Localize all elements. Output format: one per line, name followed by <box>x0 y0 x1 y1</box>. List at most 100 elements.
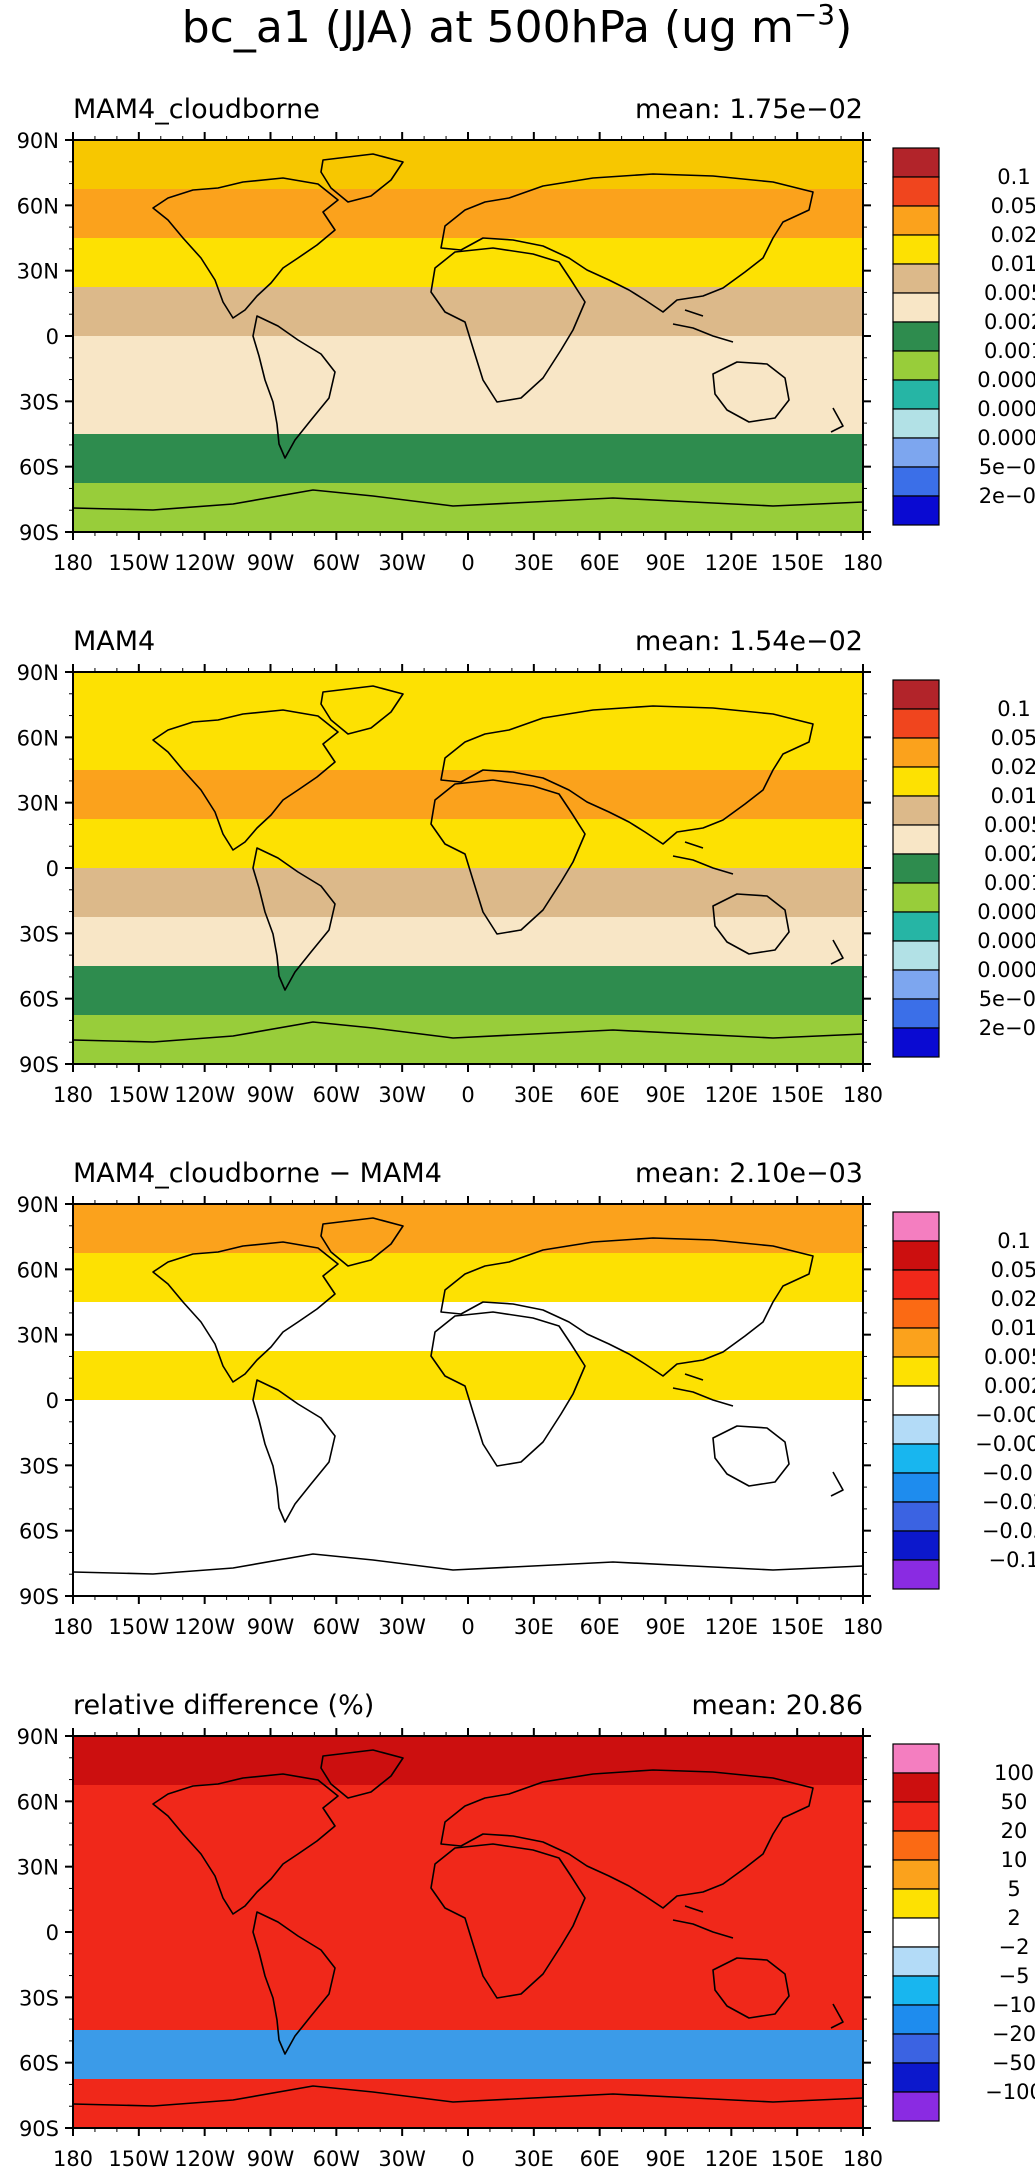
colorbar-swatch <box>892 1530 940 1561</box>
colorbar-legend: 100 50 20 10 5 2 −2 −5 −10 −20 −50 −100 <box>892 1743 1035 2122</box>
colorbar-level-label: −0.002 <box>975 1403 1035 1427</box>
lat-band <box>73 385 863 435</box>
lat-label: 90N <box>17 129 59 153</box>
colorbar-level-label: 0.02 <box>991 223 1035 247</box>
colorbar-swatch <box>892 824 940 855</box>
colorbar-level-label: −0.1 <box>989 1548 1035 1572</box>
colorbar-swatch <box>892 1385 940 1416</box>
panel-label: MAM4_cloudborne <box>73 94 320 125</box>
lon-label: 60W <box>313 1615 361 1639</box>
colorbar-swatch <box>892 437 940 468</box>
lon-label: 150E <box>770 1615 823 1639</box>
panel-label: relative difference (%) <box>73 1690 374 1721</box>
map-panel-3: MAM4_cloudborne − MAM4 mean: 2.10e−03 90N 6… <box>17 1158 1035 1639</box>
colorbar-level-label: 2 <box>1007 1906 1020 1930</box>
lat-band <box>73 2030 863 2080</box>
lon-label: 120W <box>174 1083 235 1107</box>
colorbar-swatch <box>892 1975 940 2006</box>
colorbar-swatch <box>892 350 940 381</box>
lat-band <box>73 483 863 532</box>
colorbar-swatch <box>892 940 940 971</box>
colorbar-swatch <box>892 1830 940 1861</box>
lat-band <box>73 1204 863 1254</box>
colorbar-swatch <box>892 1414 940 1445</box>
lat-band <box>73 1253 863 1303</box>
colorbar-swatch <box>892 379 940 410</box>
lat-band <box>73 1351 863 1401</box>
lon-label: 120E <box>705 551 758 575</box>
lon-label: 180 <box>843 1083 883 1107</box>
lon-label: 120E <box>705 2147 758 2171</box>
colorbar-level-label: 0.005 <box>984 281 1035 305</box>
colorbar-swatch <box>892 292 940 323</box>
lon-label: 60E <box>580 1083 620 1107</box>
colorbar-swatch <box>892 882 940 913</box>
colorbar-level-label: 50 <box>1001 1790 1028 1814</box>
colorbar-level-label: 0.0001 <box>977 958 1035 982</box>
lat-band <box>73 1498 863 1548</box>
lat-label: 0 <box>46 1389 59 1413</box>
colorbar-level-label: 0.005 <box>984 1345 1035 1369</box>
lon-label: 120W <box>174 551 235 575</box>
colorbar-swatch <box>892 234 940 265</box>
lat-band <box>73 434 863 484</box>
colorbar-swatch <box>892 795 940 826</box>
lat-label: 30S <box>19 1986 59 2010</box>
map-area: 90N 60N 30N 0 30S 60S 90S 180 150W 120W 90W 60W 30W 0… <box>17 1193 883 1639</box>
lat-label: 30N <box>17 1856 59 1880</box>
colorbar-swatch <box>892 2062 940 2093</box>
colorbar-level-label: 0.0002 <box>977 929 1035 953</box>
lon-label: 60W <box>313 551 361 575</box>
colorbar-swatch <box>892 2033 940 2064</box>
lon-label: 30E <box>514 2147 554 2171</box>
lat-band <box>73 1932 863 1982</box>
colorbar-level-label: 2e−05 <box>979 1016 1035 1040</box>
lon-label: 90W <box>247 1083 295 1107</box>
colorbar-level-label: 0.05 <box>991 726 1035 750</box>
colorbar-swatch <box>892 1443 940 1474</box>
colorbar-swatch <box>892 263 940 294</box>
lat-band <box>73 917 863 967</box>
colorbar-swatch <box>892 1559 940 1590</box>
lon-label: 180 <box>843 1615 883 1639</box>
lon-label: 30W <box>378 2147 426 2171</box>
lat-band <box>73 819 863 869</box>
colorbar-swatch <box>892 1356 940 1387</box>
panel-mean: mean: 20.86 <box>691 1690 863 1721</box>
colorbar-level-label: 5 <box>1007 1877 1020 1901</box>
lon-label: 120W <box>174 1615 235 1639</box>
lon-label: 150W <box>108 551 169 575</box>
map-area: 90N 60N 30N 0 30S 60S 90S 180 150W 120W 90W 60W 30W 0… <box>17 661 883 1107</box>
lat-band <box>73 1736 863 1786</box>
panel-mean: mean: 2.10e−03 <box>635 1158 863 1189</box>
map-panel-2: MAM4 mean: 1.54e−02 90N 60N 30N 0 30S 60S 90S 180… <box>17 626 1035 1107</box>
lat-band <box>73 1547 863 1596</box>
colorbar-level-label: 0.02 <box>991 755 1035 779</box>
colorbar-level-label: −0.005 <box>975 1432 1035 1456</box>
colorbar-swatch <box>892 1801 940 1832</box>
colorbar-level-label: 0.02 <box>991 1287 1035 1311</box>
lon-label: 60W <box>313 2147 361 2171</box>
lon-label: 60E <box>580 2147 620 2171</box>
colorbar-swatch <box>892 998 940 1029</box>
lat-band <box>73 1400 863 1450</box>
title-text: bc_a1 (JJA) at 500hPa (ug m <box>182 2 794 53</box>
lon-label: 180 <box>843 551 883 575</box>
colorbar-level-label: 10 <box>1001 1848 1028 1872</box>
lat-label: 90S <box>19 521 59 545</box>
colorbar-swatch <box>892 1772 940 1803</box>
lat-band <box>73 721 863 771</box>
lon-label: 180 <box>843 2147 883 2171</box>
colorbar-level-label: 0.1 <box>997 165 1030 189</box>
colorbar-swatch <box>892 1859 940 1890</box>
lon-label: 180 <box>53 551 93 575</box>
colorbar-swatch <box>892 766 940 797</box>
lat-label: 30N <box>17 792 59 816</box>
lon-label: 120E <box>705 1083 758 1107</box>
colorbar-level-label: 0.002 <box>984 310 1035 334</box>
colorbar-swatch <box>892 1946 940 1977</box>
lat-band <box>73 287 863 337</box>
lon-label: 90W <box>247 1615 295 1639</box>
colorbar-level-label: 100 <box>994 1761 1034 1785</box>
